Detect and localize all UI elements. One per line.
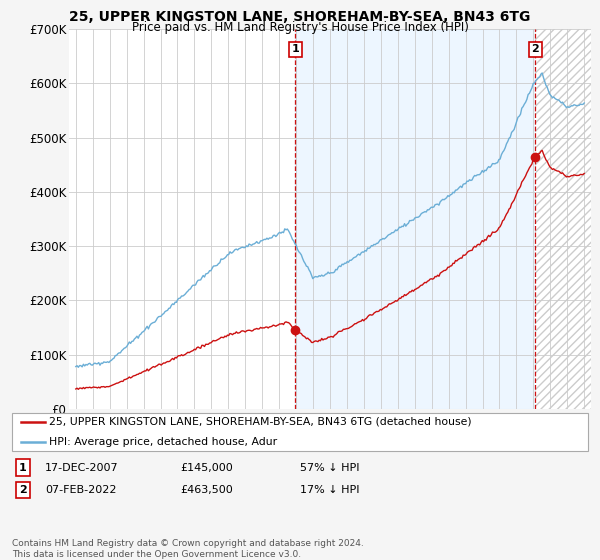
Text: £463,500: £463,500 [180, 485, 233, 495]
Text: Contains HM Land Registry data © Crown copyright and database right 2024.
This d: Contains HM Land Registry data © Crown c… [12, 539, 364, 559]
Text: 07-FEB-2022: 07-FEB-2022 [45, 485, 116, 495]
Bar [535, 29, 591, 409]
Text: 2: 2 [532, 44, 539, 54]
Bar [535, 29, 591, 409]
Text: 17% ↓ HPI: 17% ↓ HPI [300, 485, 359, 495]
Text: 1: 1 [292, 44, 299, 54]
Text: 1: 1 [19, 463, 26, 473]
Text: £145,000: £145,000 [180, 463, 233, 473]
Text: 17-DEC-2007: 17-DEC-2007 [45, 463, 119, 473]
Bar [295, 29, 535, 409]
Text: HPI: Average price, detached house, Adur: HPI: Average price, detached house, Adur [49, 437, 277, 447]
Text: 2: 2 [19, 485, 26, 495]
Text: 25, UPPER KINGSTON LANE, SHOREHAM-BY-SEA, BN43 6TG: 25, UPPER KINGSTON LANE, SHOREHAM-BY-SEA… [70, 10, 530, 24]
Text: Price paid vs. HM Land Registry's House Price Index (HPI): Price paid vs. HM Land Registry's House … [131, 21, 469, 34]
Text: 57% ↓ HPI: 57% ↓ HPI [300, 463, 359, 473]
Text: 25, UPPER KINGSTON LANE, SHOREHAM-BY-SEA, BN43 6TG (detached house): 25, UPPER KINGSTON LANE, SHOREHAM-BY-SEA… [49, 417, 472, 427]
